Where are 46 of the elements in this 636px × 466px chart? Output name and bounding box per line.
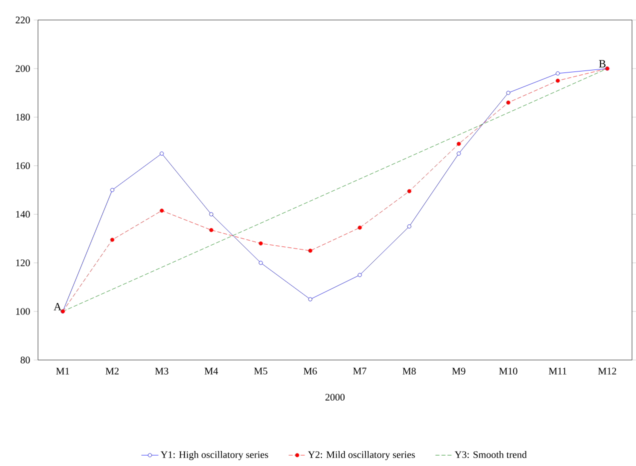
y-tick-label: 140 — [16, 210, 30, 218]
point — [160, 208, 164, 213]
point — [209, 228, 214, 232]
y-tick-label: 120 — [16, 259, 30, 266]
x-tick-label: M6 — [304, 368, 317, 374]
x-tick-label: M4 — [204, 368, 218, 374]
point — [110, 188, 114, 192]
point — [556, 71, 560, 76]
x-tick-label: M12 — [598, 368, 616, 374]
legend-label: Y2: Mild oscillatory series — [308, 450, 415, 460]
x-tick-label: M1 — [56, 368, 70, 374]
x-tick-label: M7 — [353, 368, 366, 374]
point — [407, 224, 412, 228]
point — [258, 260, 263, 265]
point — [209, 212, 214, 216]
x-tick-label: M2 — [106, 368, 119, 374]
x-tick-label: M8 — [402, 368, 416, 374]
y-tick-label: 100 — [16, 308, 30, 315]
point — [308, 297, 312, 302]
point — [160, 152, 164, 156]
y-tick-label: 180 — [16, 114, 30, 120]
x-tick-label: M9 — [452, 368, 466, 374]
point — [258, 241, 263, 246]
point — [110, 238, 114, 242]
point — [358, 273, 362, 277]
x-axis-title: 2000 — [325, 394, 345, 401]
point — [456, 152, 461, 156]
annotation: B — [599, 60, 606, 68]
point — [456, 142, 461, 146]
y-tick-label: 80 — [20, 356, 30, 364]
x-tick-label: M11 — [548, 368, 566, 374]
point — [506, 100, 510, 105]
point — [308, 248, 312, 253]
point — [358, 226, 362, 230]
x-tick-label: M3 — [155, 368, 168, 374]
y-tick-label: 160 — [16, 162, 30, 170]
legend-label: Y3: Smooth trend — [454, 450, 527, 458]
legend-label: Y1: High oscillatory series — [160, 450, 268, 460]
y-tick-label: 220 — [16, 16, 30, 24]
point — [506, 90, 510, 95]
point — [556, 78, 560, 83]
annotation: A — [54, 302, 62, 310]
point — [407, 189, 412, 194]
x-tick-label: M5 — [254, 368, 268, 374]
y-tick-label: 200 — [16, 65, 30, 72]
x-tick-label: M10 — [499, 368, 518, 374]
